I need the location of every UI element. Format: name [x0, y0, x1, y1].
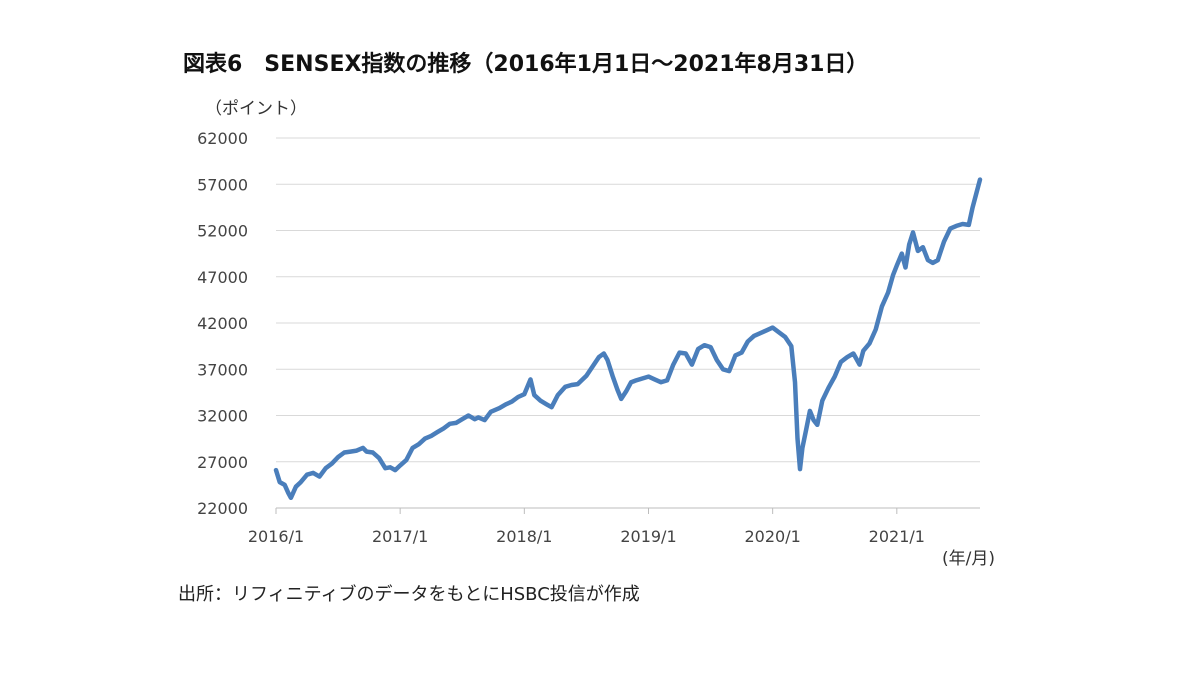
y-tick-label: 47000 [197, 268, 248, 287]
y-axis-ticks: 22000 27000 32000 37000 42000 47000 52000 57000… [197, 129, 248, 518]
chart-title: 図表6 SENSEX指数の推移（2016年1月1日～2021年8月31日） [183, 52, 869, 77]
x-tick-label: 2019/1 [620, 527, 676, 546]
x-axis-unit-label: (年/月) [942, 549, 995, 569]
y-tick-label: 52000 [197, 222, 248, 241]
y-tick-label: 37000 [197, 360, 248, 379]
y-tick-label: 62000 [197, 129, 248, 148]
y-tick-label: 27000 [197, 453, 248, 472]
source-note: 出所：リフィニティブのデータをもとにHSBC投信が作成 [178, 584, 640, 605]
x-tick-label: 2017/1 [372, 527, 428, 546]
x-tick-label: 2021/1 [869, 527, 925, 546]
y-tick-label: 57000 [197, 175, 248, 194]
y-tick-label: 42000 [197, 314, 248, 333]
y-tick-label: 22000 [197, 499, 248, 518]
x-tick-label: 2018/1 [496, 527, 552, 546]
y-tick-label: 32000 [197, 407, 248, 426]
sensex-series-line [273, 177, 983, 501]
gridlines [276, 137, 980, 509]
series-group [273, 177, 983, 501]
y-axis-unit-label: （ポイント） [205, 99, 307, 119]
x-tick-label: 2020/1 [745, 527, 801, 546]
x-tick-label: 2016/1 [248, 527, 304, 546]
x-axis-ticks: 2016/1 2017/1 2018/1 2019/1 2020/1 2021/1 [248, 508, 925, 546]
